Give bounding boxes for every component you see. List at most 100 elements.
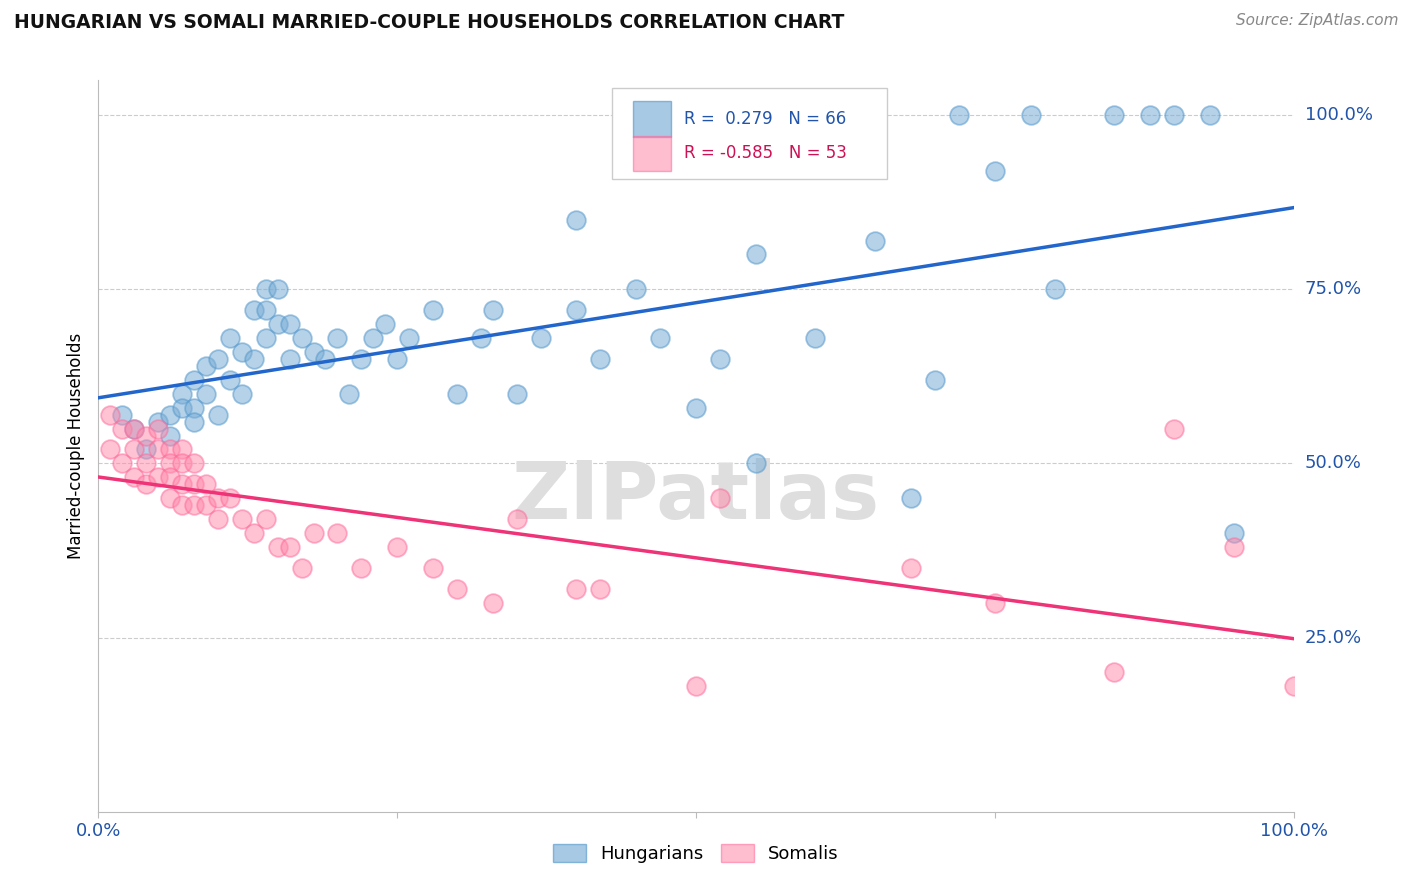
Point (148, 421, 170, 435)
Point (350, 351, 373, 366)
Point (589, 582, 612, 596)
Point (183, 373, 205, 387)
Point (254, 303, 277, 318)
Point (183, 498, 205, 512)
Point (470, 331, 492, 345)
Point (1163, 421, 1185, 435)
Point (135, 457, 157, 471)
Point (278, 540, 301, 554)
Point (148, 442, 170, 457)
Point (183, 415, 205, 429)
Point (709, 351, 731, 366)
Point (194, 386, 217, 401)
Point (98, 442, 122, 457)
Point (172, 401, 194, 415)
Point (1222, 540, 1246, 554)
Point (267, 317, 290, 331)
Point (111, 408, 134, 422)
Point (363, 331, 385, 345)
Point (219, 491, 242, 506)
Point (446, 582, 468, 596)
Point (565, 582, 588, 596)
Point (302, 526, 325, 541)
Point (374, 317, 396, 331)
Point (124, 470, 146, 484)
Point (745, 457, 768, 471)
Text: ZIPatlas: ZIPatlas (512, 458, 880, 536)
Point (172, 386, 194, 401)
Point (1222, 526, 1246, 541)
Point (183, 457, 205, 471)
Point (290, 331, 312, 345)
Point (159, 491, 181, 506)
Point (254, 282, 277, 296)
Point (207, 512, 229, 526)
Point (506, 386, 529, 401)
Point (1139, 108, 1161, 122)
Point (172, 457, 194, 471)
Point (148, 415, 170, 429)
Point (900, 491, 922, 506)
Point (231, 512, 253, 526)
Point (124, 442, 146, 457)
Point (1163, 108, 1185, 122)
Point (481, 303, 505, 318)
Point (1282, 679, 1305, 693)
Point (863, 234, 886, 248)
Point (385, 540, 409, 554)
Point (194, 498, 217, 512)
Point (231, 386, 253, 401)
Point (506, 512, 529, 526)
Point (1043, 282, 1066, 296)
Point (243, 526, 266, 541)
Point (135, 428, 157, 442)
Point (219, 331, 242, 345)
Point (278, 317, 301, 331)
Point (148, 470, 170, 484)
Point (159, 470, 181, 484)
Point (194, 359, 217, 373)
Text: 25.0%: 25.0% (1305, 629, 1362, 647)
Point (243, 351, 266, 366)
Point (207, 491, 229, 506)
Point (624, 282, 647, 296)
Point (709, 491, 731, 506)
Point (159, 442, 181, 457)
Point (124, 421, 146, 435)
Point (243, 303, 266, 318)
Point (302, 345, 325, 359)
Point (685, 679, 707, 693)
Point (422, 303, 444, 318)
Point (446, 386, 468, 401)
Point (231, 345, 253, 359)
Point (290, 561, 312, 575)
Point (337, 386, 360, 401)
Text: 100.0%: 100.0% (1305, 106, 1372, 124)
Point (745, 247, 768, 261)
Point (183, 477, 205, 491)
Point (278, 351, 301, 366)
Point (194, 477, 217, 491)
Point (135, 442, 157, 457)
Point (350, 561, 373, 575)
Point (267, 540, 290, 554)
Point (172, 498, 194, 512)
Text: R =  0.279   N = 66: R = 0.279 N = 66 (685, 110, 846, 128)
Point (326, 526, 349, 541)
Point (159, 457, 181, 471)
Point (1198, 108, 1220, 122)
FancyBboxPatch shape (633, 102, 671, 136)
Point (159, 428, 181, 442)
Point (98, 408, 122, 422)
Point (267, 282, 290, 296)
Point (254, 331, 277, 345)
Point (900, 561, 922, 575)
Point (135, 477, 157, 491)
Point (111, 457, 134, 471)
Point (326, 331, 349, 345)
Text: 75.0%: 75.0% (1305, 280, 1362, 298)
Point (589, 351, 612, 366)
Point (172, 477, 194, 491)
Y-axis label: Married-couple Households: Married-couple Households (66, 333, 84, 559)
Point (207, 351, 229, 366)
